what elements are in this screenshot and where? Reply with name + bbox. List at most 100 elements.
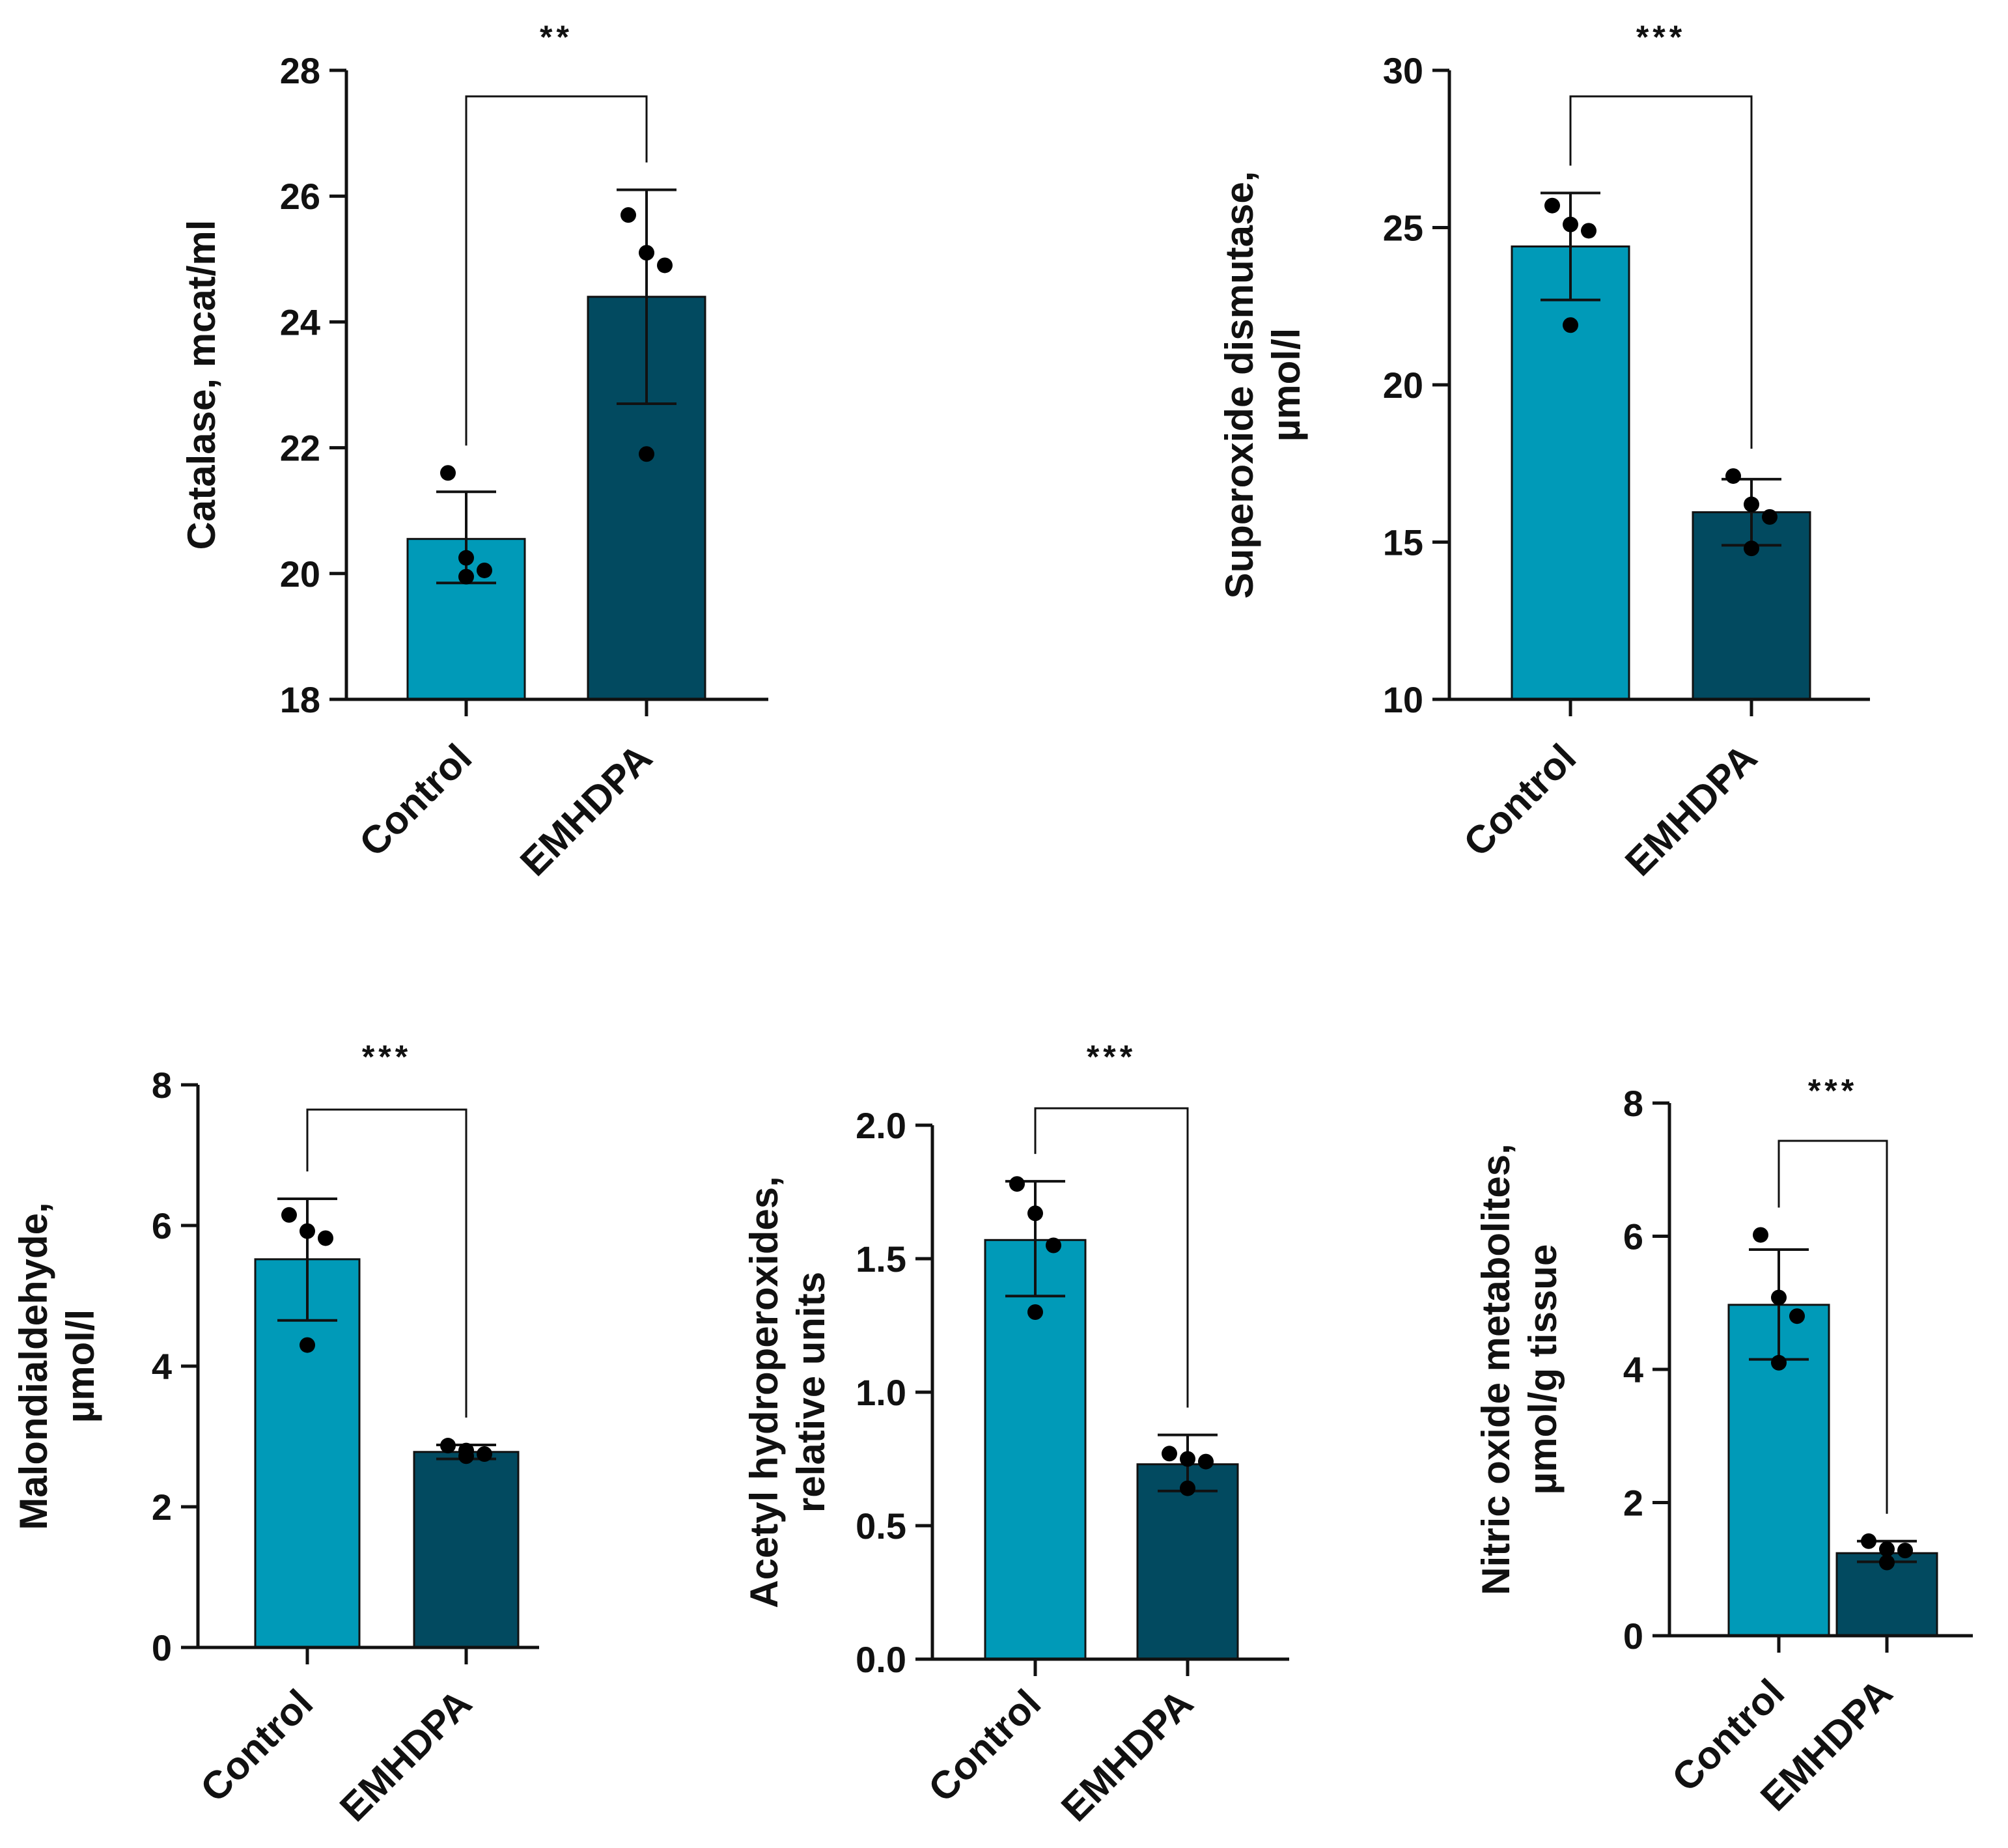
y-axis-label-line: Superoxide dismutase,: [1218, 171, 1261, 599]
bar-control: [254, 1258, 361, 1649]
y-axis-label-line: Malondialdehyde,: [12, 1202, 55, 1530]
data-point: [440, 1438, 456, 1454]
significance-label: **: [540, 19, 573, 55]
y-tick-label: 4: [152, 1346, 172, 1387]
category-label-emhdpa: EMHDPA: [1053, 1681, 1201, 1830]
data-point: [1046, 1237, 1061, 1253]
data-point: [458, 568, 474, 585]
data-point: [1180, 1480, 1195, 1496]
chart-panel-1: 18 20 22 24 26 28 Control EMHDPA Catalase, mcat/…: [180, 19, 768, 884]
y-tick-label: 28: [280, 50, 320, 91]
y-axis-label-line: Nitric oxide metabolites,: [1474, 1143, 1518, 1595]
data-point: [1744, 496, 1759, 512]
data-point: [1198, 1453, 1214, 1470]
y-tick-label: 2: [1623, 1483, 1643, 1524]
y-tick-label: 24: [280, 301, 320, 343]
category-label-emhdpa: EMHDPA: [331, 1681, 480, 1830]
y-tick-label: 6: [152, 1205, 172, 1246]
data-point: [1879, 1541, 1895, 1558]
data-point: [1180, 1451, 1195, 1467]
chart-panel-3: 0 2 4 6 8 Control EMHDPA Malondialdehyde,µmol/l…: [12, 1039, 539, 1830]
bar-control: [1511, 245, 1630, 701]
data-point: [1771, 1354, 1787, 1371]
data-point: [1162, 1446, 1177, 1462]
y-tick-label: 8: [152, 1065, 172, 1106]
data-point: [1744, 540, 1759, 557]
data-point: [318, 1230, 333, 1246]
significance-bracket: [1569, 95, 1753, 449]
data-point: [1879, 1554, 1895, 1571]
data-point: [621, 207, 636, 223]
y-tick-label: 20: [1383, 365, 1423, 406]
bar-control: [984, 1239, 1087, 1660]
y-axis-label-line: Catalase, mcat/ml: [180, 220, 223, 550]
data-point: [639, 446, 654, 462]
y-tick-label: 10: [1383, 679, 1423, 720]
significance-bracket: [1034, 1107, 1189, 1408]
significance-bracket: [465, 95, 648, 446]
y-tick-label: 0.5: [856, 1505, 906, 1547]
data-point: [1009, 1176, 1025, 1192]
data-point: [1897, 1543, 1913, 1559]
data-point: [300, 1223, 315, 1239]
y-tick-label: 4: [1623, 1349, 1643, 1390]
y-tick-label: 15: [1383, 522, 1423, 563]
y-tick-label: 6: [1623, 1216, 1643, 1257]
y-tick-label: 30: [1383, 50, 1423, 91]
chart-panel-2: 10 15 20 25 30 Control EMHDPA Superoxide dismut…: [1218, 19, 1870, 884]
data-point: [1544, 197, 1560, 214]
y-axis-label: Superoxide dismutase,µmol/l: [1218, 171, 1308, 599]
y-axis-label: Acetyl hydroperoxides,relative units: [742, 1176, 833, 1608]
data-point: [477, 1446, 492, 1462]
y-axis-label-line: µmol/l: [59, 1309, 102, 1423]
y-tick-label: 25: [1383, 208, 1423, 249]
data-point: [440, 465, 456, 481]
data-point: [1581, 223, 1597, 239]
category-label-control: Control: [920, 1681, 1049, 1810]
y-axis-label-line: µmol/l: [1264, 328, 1308, 442]
data-point: [1771, 1289, 1787, 1306]
data-point: [1027, 1205, 1043, 1222]
y-tick-label: 0: [152, 1627, 172, 1668]
y-tick-label: 0: [1623, 1616, 1643, 1657]
y-tick-label: 26: [280, 176, 320, 217]
data-point: [1762, 509, 1778, 525]
significance-label: ***: [1636, 19, 1686, 55]
y-tick-label: 22: [280, 428, 320, 469]
y-axis-label: Malondialdehyde,µmol/l: [12, 1202, 102, 1530]
data-point: [657, 257, 673, 273]
significance-label: ***: [1087, 1039, 1136, 1075]
category-label-control: Control: [1455, 736, 1584, 865]
y-axis-label: Nitric oxide metabolites,µmol/g tissue: [1474, 1143, 1565, 1595]
data-point: [1725, 468, 1741, 484]
data-point: [639, 245, 654, 261]
data-point: [1753, 1227, 1768, 1243]
data-point: [300, 1337, 315, 1353]
y-tick-label: 0.0: [856, 1639, 906, 1680]
chart-panel-4: 0.0 0.5 1.0 1.5 2.0 Control EMHDPA Acetyl hydro…: [742, 1039, 1289, 1830]
y-tick-label: 2: [152, 1487, 172, 1528]
category-label-emhdpa: EMHDPA: [1617, 736, 1765, 884]
significance-label: ***: [362, 1039, 411, 1075]
data-point: [1027, 1304, 1043, 1320]
bar-emhdpa: [413, 1451, 520, 1649]
data-point: [1861, 1533, 1876, 1549]
data-point: [281, 1207, 297, 1223]
y-tick-label: 8: [1623, 1083, 1643, 1124]
data-point: [458, 550, 474, 566]
category-label-control: Control: [351, 736, 480, 865]
data-point: [1563, 216, 1578, 232]
significance-bracket: [306, 1108, 467, 1418]
bar-emhdpa: [1136, 1463, 1239, 1660]
y-tick-label: 2.0: [856, 1105, 906, 1146]
significance-label: ***: [1808, 1072, 1858, 1109]
y-axis-label-line: Acetyl hydroperoxides,: [742, 1176, 786, 1608]
y-axis-label: Catalase, mcat/ml: [180, 220, 223, 550]
y-tick-label: 1.5: [856, 1239, 906, 1280]
significance-bracket: [1778, 1140, 1888, 1514]
y-tick-label: 20: [280, 553, 320, 595]
category-label-control: Control: [192, 1681, 321, 1810]
category-label-emhdpa: EMHDPA: [512, 736, 660, 884]
